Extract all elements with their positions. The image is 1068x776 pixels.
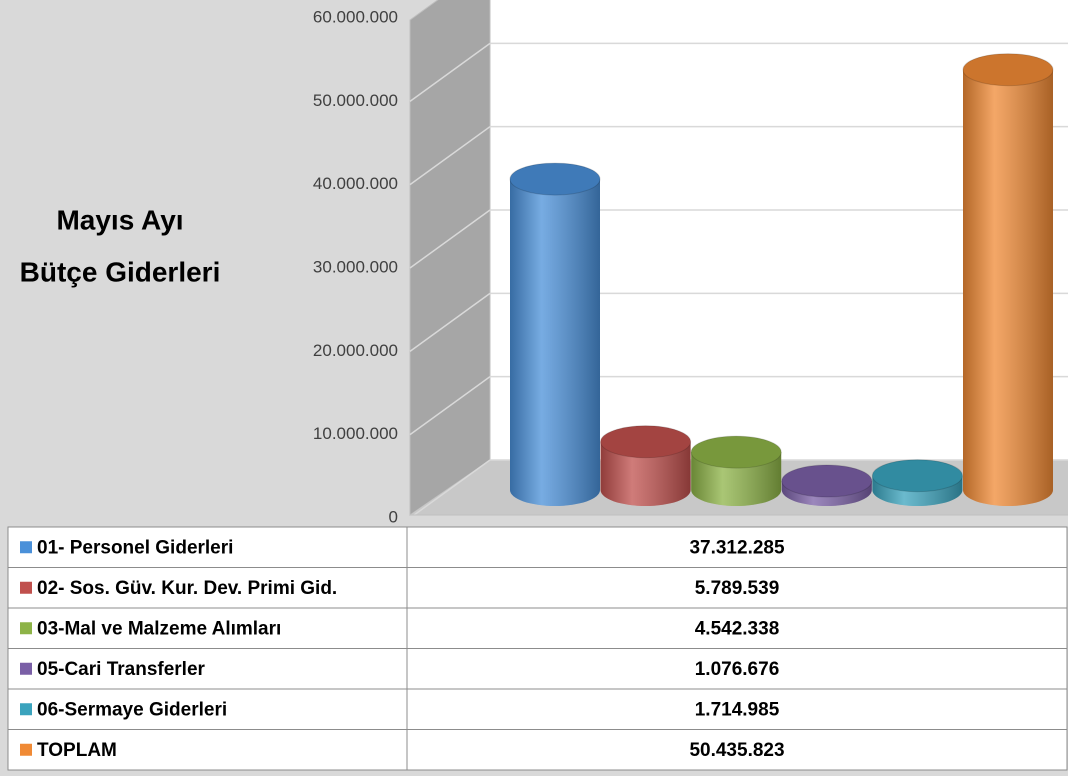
bar-top bbox=[781, 464, 873, 498]
y-tick-label: 0 bbox=[389, 507, 398, 526]
table-cell bbox=[406, 607, 1068, 649]
legend-label: 03-Mal ve Malzeme Alımları bbox=[37, 618, 281, 639]
grid-line bbox=[409, 126, 491, 186]
table-cell bbox=[7, 729, 408, 771]
chart-title: Mayıs Ayı bbox=[56, 204, 183, 235]
legend-label: 02- Sos. Güv. Kur. Dev. Primi Gid. bbox=[37, 578, 337, 599]
bar-shade bbox=[963, 69, 1053, 506]
grid-line bbox=[409, 459, 491, 519]
y-tick-label: 40.000.000 bbox=[313, 174, 398, 193]
data-label: 5.789.539 bbox=[695, 578, 780, 599]
table-cell bbox=[7, 607, 408, 649]
legend-swatch bbox=[20, 743, 32, 756]
bar-shade bbox=[600, 441, 691, 506]
grid-line bbox=[409, 292, 491, 352]
legend-swatch bbox=[20, 703, 32, 716]
table-cell bbox=[7, 526, 408, 568]
data-label: 1.076.676 bbox=[695, 659, 780, 680]
legend-label: 06-Sermaye Giderleri bbox=[37, 699, 227, 720]
bar-top bbox=[600, 425, 692, 459]
grid-line bbox=[409, 42, 491, 102]
grid-line bbox=[409, 209, 491, 269]
data-label: 1.714.985 bbox=[695, 699, 780, 720]
data-label: 37.312.285 bbox=[689, 537, 785, 558]
grid-line bbox=[409, 0, 437, 19]
legend-label: 01- Personel Giderleri bbox=[37, 537, 233, 558]
bar-shade bbox=[510, 179, 600, 507]
y-tick-label: 20.000.000 bbox=[313, 341, 398, 360]
bar-top bbox=[871, 459, 963, 493]
y-tick-label: 60.000.000 bbox=[313, 7, 398, 26]
bar-top bbox=[962, 53, 1054, 87]
legend-swatch bbox=[20, 581, 32, 594]
legend-swatch bbox=[20, 622, 32, 635]
bar-top bbox=[690, 435, 782, 469]
data-label: 50.435.823 bbox=[689, 740, 784, 761]
legend-swatch bbox=[20, 541, 32, 554]
table-cell bbox=[406, 688, 1068, 730]
table-cell bbox=[7, 648, 408, 690]
y-tick-label: 50.000.000 bbox=[313, 91, 398, 110]
data-label: 4.542.338 bbox=[695, 618, 780, 639]
y-tick-label: 30.000.000 bbox=[313, 257, 398, 276]
table-cell bbox=[406, 648, 1068, 690]
legend-label: 05-Cari Transferler bbox=[37, 659, 206, 680]
legend-label: TOPLAM bbox=[37, 740, 117, 761]
table-cell bbox=[406, 526, 1068, 568]
legend-swatch bbox=[20, 662, 32, 675]
bar-top bbox=[509, 162, 601, 196]
chart-title: Bütçe Giderleri bbox=[20, 256, 221, 287]
table-cell bbox=[7, 688, 408, 730]
side-wall bbox=[409, 0, 491, 516]
table-cell bbox=[406, 729, 1068, 771]
table-cell bbox=[406, 567, 1068, 609]
y-tick-label: 10.000.000 bbox=[313, 424, 398, 443]
grid-line bbox=[409, 376, 491, 436]
